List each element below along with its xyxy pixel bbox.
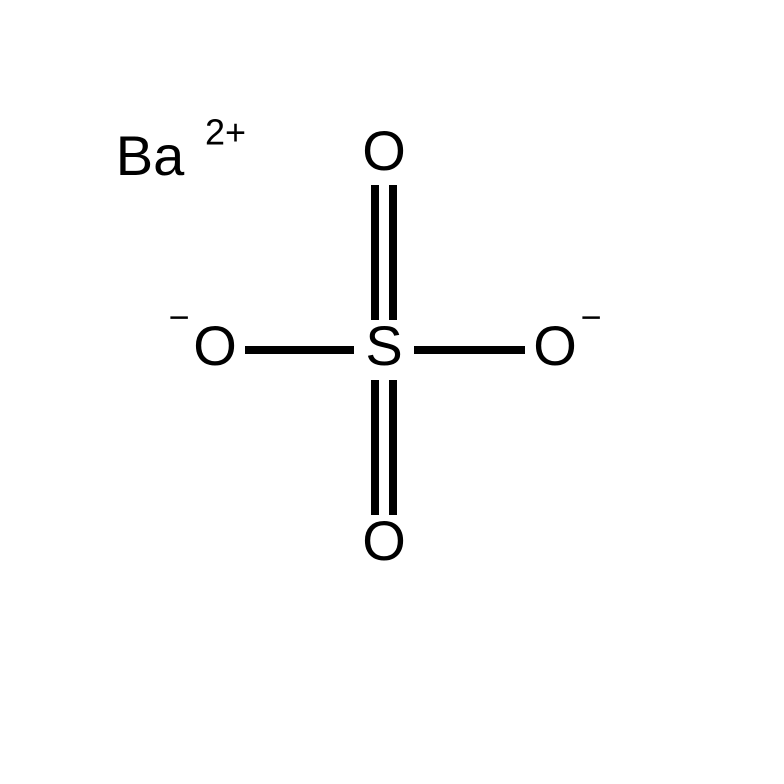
oxygen-atom: O — [362, 509, 406, 572]
barium-charge: 2+ — [205, 112, 246, 153]
sulfur-atom: S — [365, 314, 402, 377]
oxygen-atom: O — [193, 314, 237, 377]
oxygen-charge: − — [580, 297, 601, 338]
oxygen-atom: O — [362, 119, 406, 182]
oxygen-atom: O — [533, 314, 577, 377]
barium-atom: Ba — [116, 124, 185, 187]
chemical-structure-svg: SOOO−O−Ba2+ — [0, 0, 784, 784]
oxygen-charge: − — [168, 297, 189, 338]
